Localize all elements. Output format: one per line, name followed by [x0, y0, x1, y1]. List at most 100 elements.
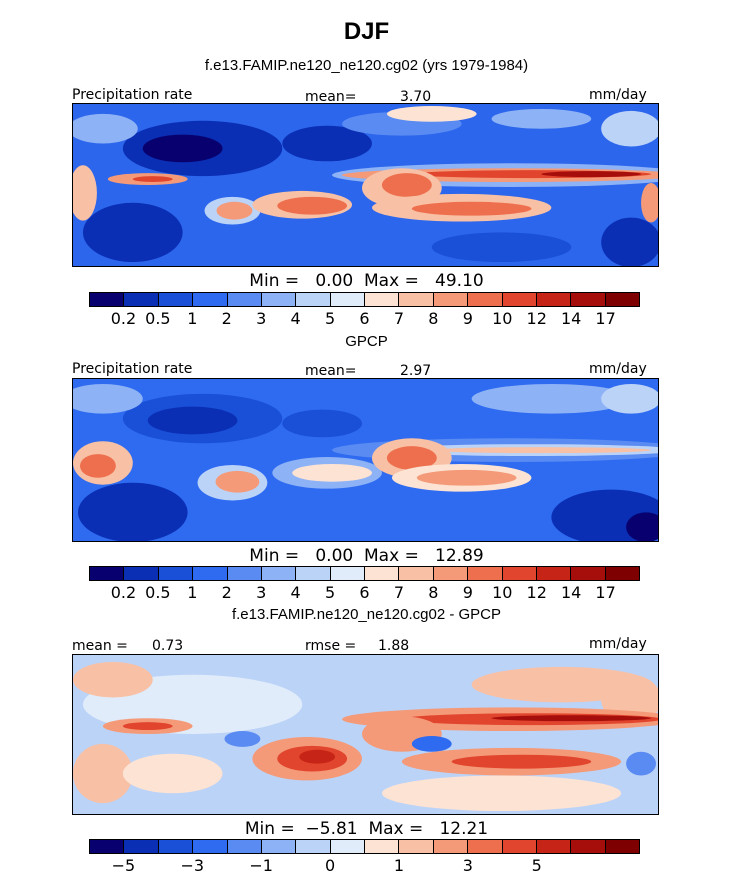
colorbar-swatch [261, 840, 297, 853]
panel1-map [72, 103, 659, 267]
panel2-variable-label: Precipitation rate [72, 361, 193, 377]
colorbar-swatch [296, 840, 331, 853]
panel3-units: mm/day [589, 636, 647, 652]
panel3-mean-label: mean = [72, 638, 128, 654]
colorbar-swatch [90, 567, 125, 580]
colorbar-tick-label: 10 [492, 583, 513, 602]
colorbar-swatch [571, 293, 606, 306]
panel2-units: mm/day [589, 361, 647, 377]
colorbar-swatch [261, 567, 297, 580]
colorbar-swatch [330, 567, 365, 580]
colorbar-swatch [193, 293, 228, 306]
colorbar-tick-label: 7 [393, 309, 405, 328]
colorbar-swatch [124, 567, 159, 580]
colorbar-swatch [502, 293, 537, 306]
panel1-max-label: Max = [364, 271, 419, 291]
panel3-rmse-value: 1.88 [378, 638, 410, 654]
panel3-map-svg [73, 655, 658, 814]
panel3-rmse-label: rmse = [305, 638, 357, 654]
panel2-colorbar-ticks: 0.2 0.5 1 2 3 4 5 6 7 8 9 10 12 14 17 [89, 583, 640, 603]
colorbar-tick-label: 9 [462, 309, 473, 328]
colorbar-swatch [193, 567, 228, 580]
panel3-minmax: Min = −5.81 Max = 12.21 [0, 819, 733, 839]
colorbar-tick-label: 17 [595, 309, 616, 328]
colorbar-swatch [468, 840, 503, 853]
colorbar-tick-label: 3 [256, 583, 267, 602]
colorbar-tick-label: 8 [428, 309, 439, 328]
colorbar-swatch [605, 293, 639, 306]
colorbar-swatch [365, 567, 400, 580]
panel2-minmax: Min = 0.00 Max = 12.89 [0, 546, 733, 566]
panel3-subtitle: f.e13.FAMIP.ne120_ne120.cg02 - GPCP [231, 606, 502, 623]
colorbar-swatch [399, 293, 434, 306]
colorbar-swatch [296, 567, 331, 580]
colorbar-tick-label: 1 [393, 856, 405, 875]
colorbar-swatch [468, 293, 503, 306]
panel2-mean-label: mean= [305, 363, 357, 379]
colorbar-swatch [158, 293, 194, 306]
colorbar-swatch [468, 567, 503, 580]
colorbar-tick-label: 2 [221, 309, 232, 328]
colorbar-swatch [261, 293, 297, 306]
colorbar-tick-label: 5 [531, 856, 542, 875]
colorbar-swatch [571, 567, 606, 580]
panel2-min-value: 0.00 [315, 546, 354, 566]
colorbar-swatch [399, 840, 434, 853]
colorbar-tick-label: 4 [290, 309, 301, 328]
panel2-map [72, 378, 659, 542]
colorbar-swatch [330, 840, 365, 853]
colorbar-swatch [124, 840, 159, 853]
colorbar-tick-label: −5 [111, 856, 136, 875]
panel3-min-label: Min = [244, 819, 295, 839]
panel1-mean-label: mean= [305, 89, 357, 105]
colorbar-tick-label: 5 [324, 309, 336, 328]
panel3-max-label: Max = [368, 819, 424, 839]
colorbar-swatch [227, 840, 262, 853]
colorbar-tick-label: 7 [393, 583, 405, 602]
colorbar-swatch [605, 840, 639, 853]
colorbar-swatch [227, 567, 262, 580]
panel1-max-value: 49.10 [435, 271, 484, 291]
colorbar-swatch [536, 293, 572, 306]
colorbar-tick-label: 6 [359, 309, 370, 328]
colorbar-swatch [399, 567, 434, 580]
panel1-min-value: 0.00 [315, 271, 354, 291]
panel2-map-svg [73, 379, 658, 541]
colorbar-swatch [502, 567, 537, 580]
panel2-max-label: Max = [364, 546, 419, 566]
colorbar-swatch [536, 840, 572, 853]
colorbar-swatch [90, 840, 125, 853]
panel2-colorbar [89, 566, 640, 581]
figure-title: DJF [343, 18, 390, 45]
panel2-min-label: Min = [249, 546, 300, 566]
colorbar-swatch [433, 293, 469, 306]
panel2-mean-value: 2.97 [400, 363, 432, 379]
colorbar-swatch [227, 293, 262, 306]
colorbar-tick-label: 14 [560, 309, 582, 328]
colorbar-tick-label: 8 [428, 583, 439, 602]
panel3-max-value: 12.21 [439, 819, 489, 839]
colorbar-tick-label: 0.2 [110, 309, 137, 328]
panel1-map-svg [73, 104, 658, 266]
colorbar-swatch [433, 567, 469, 580]
colorbar-tick-label: 5 [324, 583, 336, 602]
panel2-max-value: 12.89 [435, 546, 484, 566]
colorbar-tick-label: 4 [290, 583, 301, 602]
colorbar-tick-label: 3 [462, 856, 473, 875]
colorbar-tick-label: 10 [492, 309, 513, 328]
colorbar-tick-label: 0.5 [145, 309, 171, 328]
panel1-units: mm/day [589, 87, 647, 103]
colorbar-swatch [124, 293, 159, 306]
panel1-minmax: Min = 0.00 Max = 49.10 [0, 271, 733, 291]
panel1-colorbar-ticks: 0.2 0.5 1 2 3 4 5 6 7 8 9 10 12 14 17 [89, 309, 640, 329]
panel3-map [72, 654, 659, 815]
panel1-colorbar [89, 292, 640, 307]
colorbar-tick-label: 3 [256, 309, 267, 328]
colorbar-tick-label: 0.2 [110, 583, 137, 602]
colorbar-tick-label: 14 [560, 583, 582, 602]
colorbar-swatch [365, 293, 400, 306]
panel1-variable-label: Precipitation rate [72, 87, 193, 103]
colorbar-swatch [502, 840, 537, 853]
colorbar-tick-label: 9 [462, 583, 473, 602]
colorbar-swatch [90, 293, 125, 306]
